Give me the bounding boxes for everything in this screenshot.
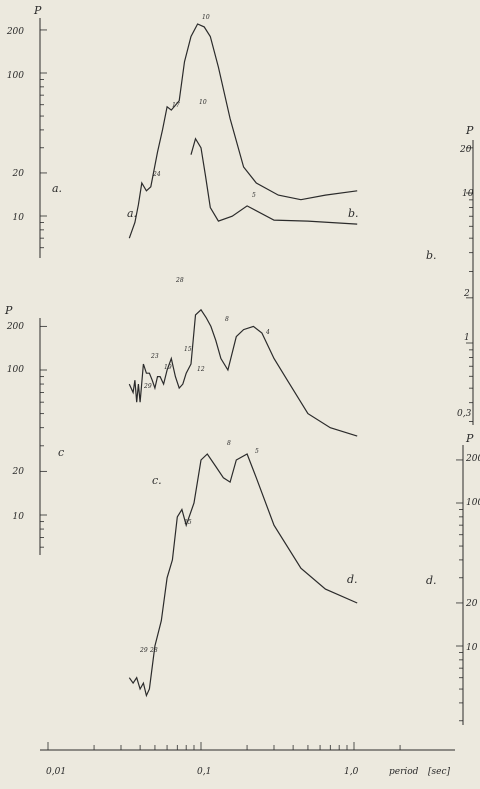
axis-b-tick-1: 1 (464, 333, 470, 343)
series-d-point-label-4: 5 (255, 448, 259, 455)
series-b: b. 10 5 (190, 99, 359, 225)
series-b-line (190, 137, 358, 225)
series-c-point-label-5: 8 (225, 316, 229, 323)
series-d: d. 29 28 15 8 5 (128, 440, 358, 698)
series-c-point-label-2: 19 (164, 364, 172, 371)
series-c-label: c. (152, 474, 162, 487)
axis-b-panel-label: b. (426, 249, 437, 262)
axis-c-panel-label: c (58, 446, 64, 459)
series-b-label: b. (348, 207, 359, 220)
axis-a-y-label: P (33, 4, 42, 17)
axis-c-tick-100: 100 (7, 365, 24, 375)
x-axis-unit: [sec] (428, 767, 450, 777)
axis-d-tick-100: 100 (466, 498, 480, 508)
axis-a-tick-10: 10 (13, 213, 25, 223)
x-tick-label-1: 0,1 (197, 767, 211, 777)
x-tick-label-0: 0,01 (46, 767, 66, 777)
axis-b-y-label: P (465, 124, 474, 137)
axis-d-y-label: P (465, 432, 474, 445)
series-b-point-label-1: 5 (252, 192, 256, 199)
axis-c: P 200 100 20 10 c (4, 304, 64, 555)
series-d-point-label-3: 8 (227, 440, 231, 447)
series-c-point-label-6: 4 (265, 329, 270, 336)
axis-b: P 20 10 2 1 0,3 b. (426, 124, 474, 425)
series-d-line (128, 453, 358, 698)
axis-d-tick-20: 20 (465, 599, 478, 609)
axis-b-tick-20: 20 (459, 145, 472, 155)
series-d-label: d. (347, 573, 358, 586)
axis-c-tick-10: 10 (13, 512, 25, 522)
axis-d-tick-10: 10 (466, 643, 478, 653)
axis-b-tick-2: 2 (463, 289, 470, 299)
x-axis: 0,01 0,1 1,0 period [sec] (40, 742, 455, 777)
series-c: c. 29 23 19 15 12 8 4 28 (128, 277, 358, 487)
axis-b-tick-10: 10 (462, 189, 474, 199)
series-d-point-label-2: 15 (184, 519, 192, 526)
series-c-point-label-3: 15 (184, 346, 192, 353)
series-a-point-label-2: 10 (202, 14, 210, 21)
axis-a-tick-100: 100 (7, 71, 24, 81)
series-c-extra-label-0: 28 (175, 277, 184, 284)
axis-d-tick-200: 200 (465, 454, 480, 464)
series-c-point-label-4: 12 (197, 366, 205, 373)
axis-d-panel-label: d. (426, 574, 437, 587)
axis-a-tick-200: 200 (6, 27, 24, 37)
axis-b-tick-0-3: 0,3 (457, 409, 472, 419)
axis-a: P 200 100 20 10 a. (6, 4, 62, 258)
axis-c-tick-20: 20 (12, 467, 25, 477)
x-axis-label: period (389, 767, 419, 777)
axis-d: P 200 100 20 10 d. (426, 432, 480, 725)
series-b-point-label-0: 10 (199, 99, 207, 106)
series-c-line (128, 308, 358, 437)
x-tick-label-2: 1,0 (344, 767, 359, 777)
axis-c-tick-200: 200 (6, 322, 24, 332)
series-d-point-label-1: 28 (149, 647, 158, 654)
series-a-point-label-1: 17 (172, 102, 180, 109)
axis-a-tick-20: 20 (12, 169, 25, 179)
series-c-point-label-1: 23 (150, 353, 159, 360)
series-a-point-label-0: 24 (152, 171, 161, 178)
axis-a-panel-label: a. (52, 182, 62, 195)
axis-c-y-label: P (4, 304, 13, 317)
series-d-point-label-0: 29 (139, 647, 148, 654)
series-a-line (128, 23, 358, 239)
series-a: a. 24 17 10 (127, 14, 358, 239)
series-c-point-label-0: 29 (143, 383, 152, 390)
series-a-label: a. (127, 207, 137, 220)
